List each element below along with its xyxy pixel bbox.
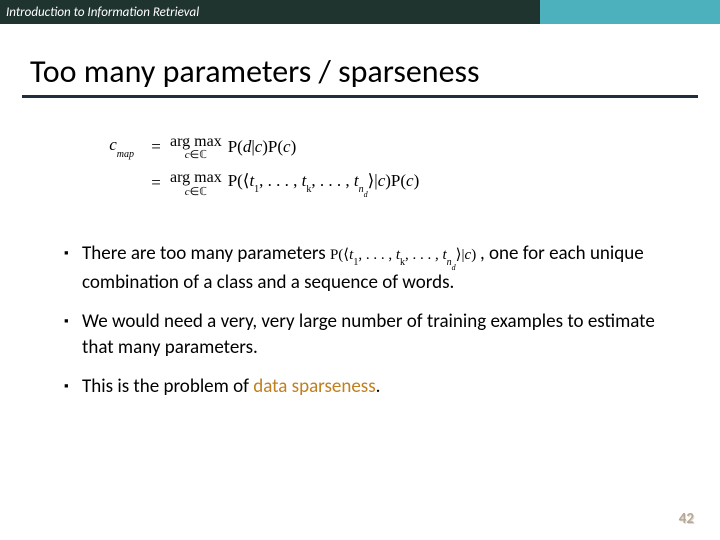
eq-equals-2: = bbox=[142, 173, 170, 193]
title-underline bbox=[22, 95, 698, 98]
eq-line2-rhs: P(⟨t1, . . . , tk, . . . , tnd⟩|c)P(c) bbox=[228, 171, 420, 196]
bullet-text-2: We would need a very, very large number … bbox=[82, 309, 656, 360]
equation-line-2: = arg max c∈ℂ P(⟨t1, . . . , tk, . . . ,… bbox=[80, 168, 720, 198]
equation-block: cmap = arg max c∈ℂ P(d|c)P(c) = arg max … bbox=[80, 132, 720, 199]
bullet-item-3: ▪ This is the problem of data sparseness… bbox=[64, 374, 656, 400]
page-number: 42 bbox=[679, 510, 694, 528]
bullet-text-1: There are too many parameters P(⟨t1, . .… bbox=[82, 241, 656, 295]
bullet-marker-icon: ▪ bbox=[64, 309, 82, 360]
inline-formula: P(⟨t1, . . . , tk, . . . , tnd⟩|c) bbox=[330, 247, 480, 263]
equation-line-1: cmap = arg max c∈ℂ P(d|c)P(c) bbox=[80, 132, 720, 162]
bullet-list: ▪ There are too many parameters P(⟨t1, .… bbox=[64, 241, 656, 400]
argmax-1: arg max c∈ℂ bbox=[170, 132, 222, 162]
header-accent bbox=[540, 0, 720, 24]
bullet-item-2: ▪ We would need a very, very large numbe… bbox=[64, 309, 656, 360]
page-title: Too many parameters / sparseness bbox=[30, 52, 720, 91]
bullet-item-1: ▪ There are too many parameters P(⟨t1, .… bbox=[64, 241, 656, 295]
bullet-marker-icon: ▪ bbox=[64, 241, 82, 295]
header-bar: Introduction to Information Retrieval bbox=[0, 0, 720, 24]
course-title: Introduction to Information Retrieval bbox=[0, 5, 199, 20]
bullet-text-3: This is the problem of data sparseness. bbox=[82, 374, 656, 400]
argmax-2: arg max c∈ℂ bbox=[170, 168, 222, 198]
bullet-marker-icon: ▪ bbox=[64, 374, 82, 400]
eq-line1-rhs: P(d|c)P(c) bbox=[228, 137, 297, 157]
eq-lhs-var: c bbox=[109, 135, 117, 154]
eq-equals-1: = bbox=[142, 137, 170, 157]
eq-lhs-sub: map bbox=[117, 149, 134, 160]
highlight-term: data sparseness bbox=[253, 375, 375, 398]
